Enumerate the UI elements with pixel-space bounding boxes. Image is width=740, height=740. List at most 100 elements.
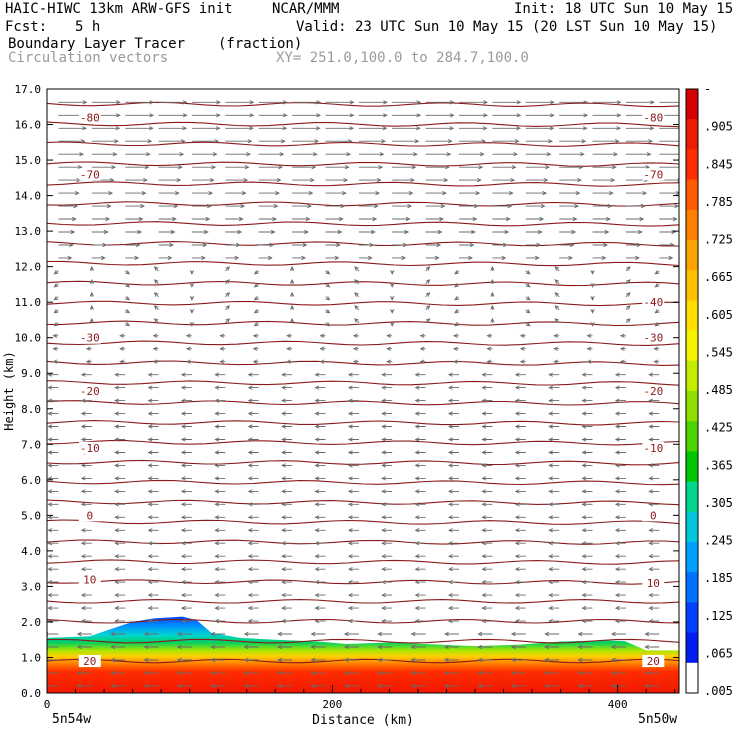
circulation-vector — [110, 631, 126, 637]
circulation-vector — [143, 631, 159, 637]
circulation-vector — [381, 605, 393, 611]
circulation-vector — [659, 229, 677, 235]
circulation-vector — [354, 266, 360, 272]
circulation-vector — [548, 554, 560, 559]
circulation-vector — [58, 152, 85, 157]
circulation-vector — [214, 618, 226, 624]
circulation-vector — [114, 592, 126, 598]
circulation-vector — [481, 592, 493, 598]
circulation-vector — [180, 424, 192, 429]
circulation-vector — [47, 385, 59, 390]
circulation-vector — [247, 579, 259, 585]
circulation-vector — [214, 372, 226, 377]
circulation-vector — [58, 126, 88, 131]
circulation-vector — [325, 242, 341, 248]
circulation-vector — [459, 242, 475, 248]
circulation-vector — [648, 398, 660, 403]
circulation-vector — [358, 229, 376, 235]
circulation-vector — [354, 279, 360, 285]
circulation-vector — [459, 177, 482, 183]
circulation-vector — [219, 359, 226, 364]
circulation-vector — [124, 270, 131, 275]
circulation-vector — [185, 346, 192, 351]
circulation-vector — [253, 309, 259, 314]
circulation-vector — [214, 515, 226, 520]
circulation-vector — [314, 450, 326, 455]
circulation-vector — [559, 164, 584, 170]
circulation-vector — [414, 618, 426, 624]
colorbar-swatch — [686, 360, 698, 392]
circulation-vector — [352, 333, 359, 338]
circulation-vector — [281, 554, 293, 559]
circulation-vector — [447, 437, 459, 442]
circulation-vector — [548, 398, 560, 403]
circulation-vector — [390, 270, 395, 275]
circulation-vector — [225, 255, 240, 261]
circulation-vector — [258, 164, 283, 170]
circulation-vector — [548, 528, 560, 533]
contour-label-background — [642, 296, 665, 309]
circulation-vector — [185, 333, 192, 338]
circulation-vector — [390, 283, 395, 288]
circulation-vector — [354, 318, 360, 324]
circulation-vector — [347, 579, 359, 585]
circulation-vector — [310, 644, 326, 650]
circulation-vector — [347, 618, 359, 624]
colorbar-swatch — [686, 179, 698, 211]
circulation-vector — [581, 450, 593, 455]
contour-label-background — [642, 441, 665, 454]
circulation-vector — [414, 515, 426, 520]
temperature-contour-line — [47, 280, 679, 287]
circulation-vector — [153, 305, 159, 311]
circulation-vector — [147, 411, 159, 416]
circulation-vector — [553, 346, 560, 351]
circulation-vector — [481, 424, 493, 429]
circulation-vector — [392, 139, 420, 144]
circulation-vector — [180, 450, 192, 455]
circulation-vector — [225, 229, 243, 235]
boundary-layer-tracer-fill — [47, 616, 679, 693]
colorbar-swatch — [686, 602, 698, 634]
circulation-vector — [443, 644, 459, 650]
y-tick-label: 13.0 — [15, 225, 42, 238]
circulation-vector — [548, 592, 560, 598]
circulation-vector — [319, 333, 326, 338]
circulation-vector — [214, 450, 226, 455]
circulation-vector — [191, 100, 221, 105]
circulation-vector — [358, 255, 373, 261]
cross-section-endpoints: XY= 251.0,100.0 to 284.7,100.0 — [276, 50, 529, 66]
circulation-vector — [153, 266, 159, 272]
circulation-vector — [659, 140, 679, 142]
circulation-vector — [525, 100, 555, 105]
circulation-vector — [80, 437, 92, 442]
circulation-vector — [614, 437, 626, 442]
circulation-vector — [425, 255, 440, 261]
circulation-vector — [447, 515, 459, 520]
circulation-vector — [277, 670, 293, 676]
circulation-vector — [614, 411, 626, 416]
circulation-vector — [125, 126, 154, 131]
colorbar-label: .725 — [704, 233, 733, 247]
circulation-vector — [114, 554, 126, 559]
colorbar-label: - — [704, 82, 711, 96]
circulation-vector — [258, 139, 286, 144]
colorbar-label: .545 — [704, 345, 733, 359]
circulation-vector — [110, 644, 126, 650]
y-tick-label: 17.0 — [15, 83, 42, 96]
circulation-vector — [314, 372, 326, 377]
circulation-vector — [610, 631, 626, 637]
circulation-vector — [414, 450, 426, 455]
circulation-vector — [381, 476, 393, 481]
circulation-vector — [158, 152, 185, 157]
circulation-vector — [481, 450, 493, 455]
circulation-vector — [410, 631, 426, 637]
circulation-vector — [481, 541, 493, 546]
circulation-vector — [481, 411, 493, 416]
contour-label: 20 — [647, 655, 660, 668]
circulation-vector — [644, 644, 660, 650]
circulation-vector — [553, 333, 560, 338]
contour-label: 0 — [650, 509, 657, 522]
circulation-vector — [525, 255, 540, 261]
circulation-vector — [314, 411, 326, 416]
circulation-vector — [47, 450, 59, 455]
